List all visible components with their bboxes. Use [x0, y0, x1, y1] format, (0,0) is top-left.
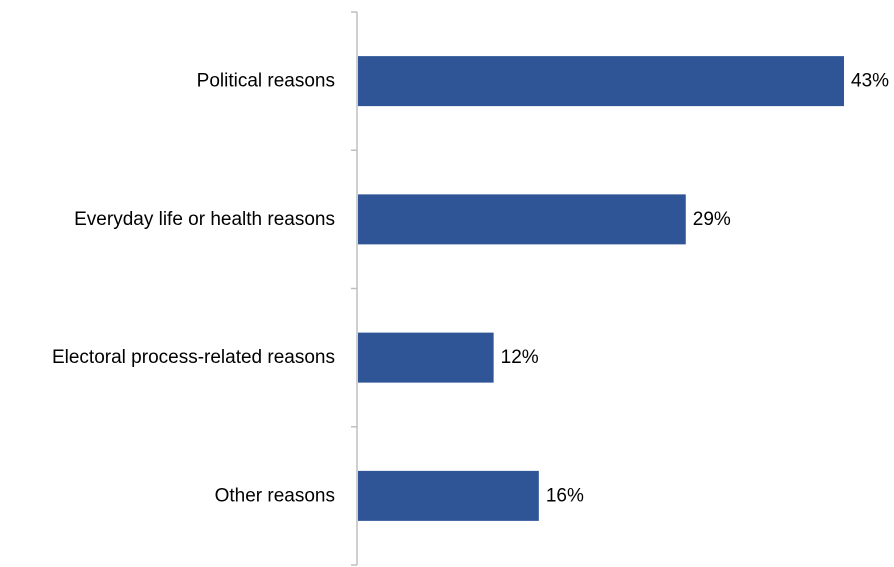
bar [358, 194, 686, 245]
value-label: 16% [546, 485, 584, 506]
value-label: 29% [693, 209, 731, 230]
bar [358, 332, 494, 383]
category-label: Other reasons [215, 485, 335, 506]
value-labels: 43% 29% 12% 16% [501, 71, 890, 507]
value-label: 12% [501, 347, 539, 368]
category-labels: Political reasons Everyday life or health… [52, 71, 335, 507]
value-label: 43% [851, 71, 889, 92]
bars [358, 56, 844, 521]
category-label: Everyday life or health reasons [74, 209, 335, 230]
category-axis [351, 11, 358, 566]
bar [358, 470, 539, 521]
bar [358, 56, 844, 107]
category-label: Electoral process-related reasons [52, 347, 335, 368]
category-label: Political reasons [197, 71, 335, 92]
